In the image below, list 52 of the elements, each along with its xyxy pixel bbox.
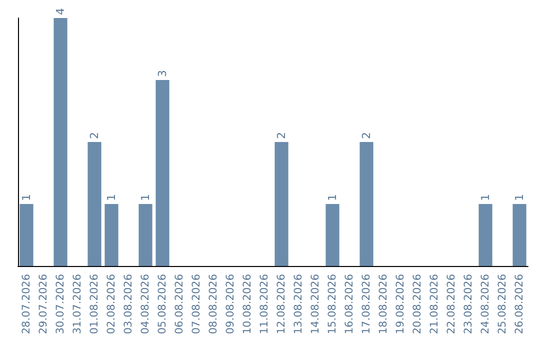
x-tick-label: 04.08.2026 — [140, 274, 152, 334]
data-label: 1 — [479, 194, 492, 201]
bar — [326, 204, 340, 266]
x-tick-label: 19.08.2026 — [394, 274, 406, 334]
x-tick-label: 26.08.2026 — [514, 274, 526, 334]
data-label: 1 — [513, 194, 526, 201]
x-tick-label: 10.08.2026 — [242, 274, 254, 334]
data-label: 2 — [88, 132, 101, 139]
bar — [54, 18, 68, 266]
x-tick-label: 05.08.2026 — [156, 274, 168, 334]
x-tick-label: 02.08.2026 — [106, 274, 118, 334]
x-tick-label: 09.08.2026 — [224, 274, 236, 334]
x-tick-label: 25.08.2026 — [496, 274, 508, 334]
x-tick-label: 17.08.2026 — [360, 274, 372, 334]
bar — [20, 204, 34, 266]
data-label: 1 — [139, 194, 152, 201]
bar — [478, 204, 492, 266]
data-label: 1 — [20, 194, 33, 201]
x-tick-label: 03.08.2026 — [122, 274, 134, 334]
x-tick-label: 08.08.2026 — [208, 274, 220, 334]
x-tick-label: 29.07.2026 — [38, 274, 50, 334]
data-label: 1 — [105, 194, 118, 201]
bar — [274, 142, 288, 266]
data-label: 1 — [326, 194, 339, 201]
x-tick-label: 07.08.2026 — [190, 274, 202, 334]
x-tick-label: 15.08.2026 — [326, 274, 338, 334]
x-tick-label: 23.08.2026 — [462, 274, 474, 334]
x-tick-label: 31.07.2026 — [72, 274, 84, 334]
x-tick-label: 01.08.2026 — [88, 274, 100, 334]
x-tick-label: 12.08.2026 — [276, 274, 288, 334]
x-tick-label: 18.08.2026 — [378, 274, 390, 334]
data-label: 3 — [156, 70, 169, 77]
bar — [360, 142, 374, 266]
x-tick-label: 16.08.2026 — [344, 274, 356, 334]
x-tick-label: 06.08.2026 — [174, 274, 186, 334]
x-tick-label: 21.08.2026 — [428, 274, 440, 334]
x-tick-label: 20.08.2026 — [412, 274, 424, 334]
bar — [156, 80, 170, 266]
x-tick-label: 22.08.2026 — [446, 274, 458, 334]
data-label: 2 — [360, 132, 373, 139]
x-tick-label: 30.07.2026 — [54, 274, 66, 334]
x-tick-label: 28.07.2026 — [20, 274, 32, 334]
bar — [138, 204, 152, 266]
data-label: 2 — [275, 132, 288, 139]
x-tick-label: 24.08.2026 — [480, 274, 492, 334]
data-label: 4 — [54, 8, 67, 15]
x-tick-label: 14.08.2026 — [310, 274, 322, 334]
bar — [104, 204, 118, 266]
bar — [88, 142, 102, 266]
bar — [512, 204, 526, 266]
x-tick-label: 13.08.2026 — [292, 274, 304, 334]
x-tick-label: 11.08.2026 — [258, 274, 270, 334]
